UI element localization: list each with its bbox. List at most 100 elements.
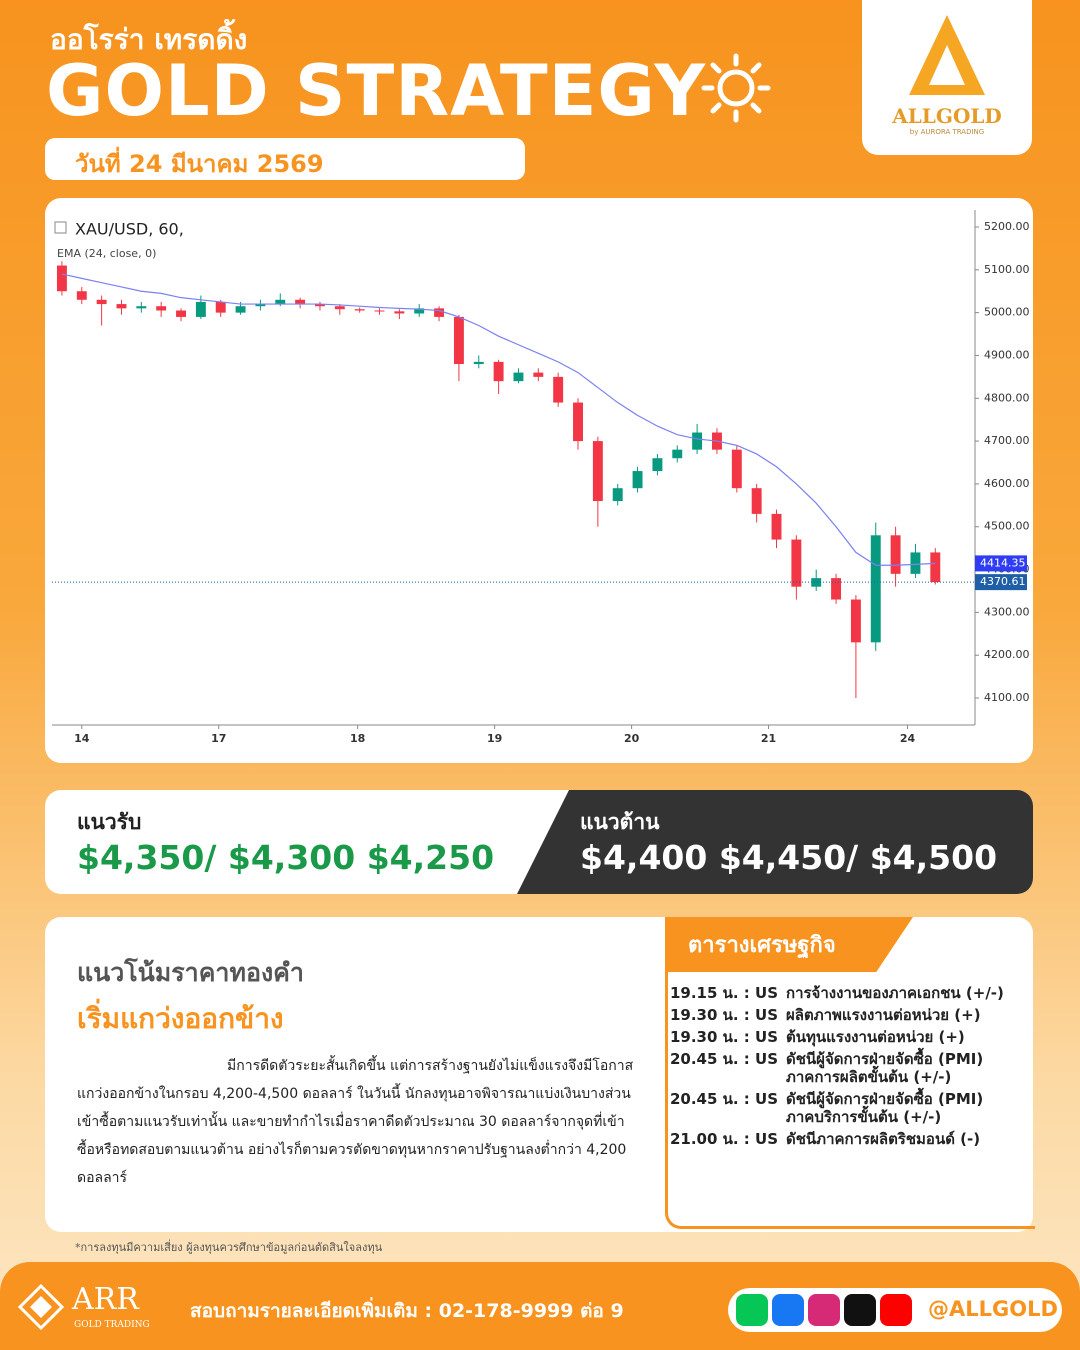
candle-body [374, 310, 385, 312]
symbol: XAU/USD, 60, [75, 220, 184, 239]
candle-body [692, 432, 703, 450]
y-tick-label: 4600.00 [984, 477, 1030, 490]
disclaimer: *การลงทุนมีความเสี่ยง ผู้ลงทุนควรศึกษาข้… [75, 1241, 383, 1254]
y-tick-label: 5200.00 [984, 220, 1030, 233]
candle-body [850, 599, 861, 643]
ema-line [61, 273, 936, 566]
chart: XAU/USD, 60, EMA (24, close, 0) 4100.00 4… [52, 210, 1030, 745]
calendar-list: 19.15 น. : US การจ้างงานของภาคเอกชน (+/-)… [668, 972, 1035, 1148]
candle-body [811, 578, 822, 587]
candle-body [56, 265, 67, 292]
candle-body [116, 304, 127, 309]
tiktok-icon[interactable] [844, 1294, 876, 1326]
candle-body [672, 449, 683, 459]
calendar-title: ตารางเศรษฐกิจ [668, 917, 913, 972]
event-name: ดัชนีผู้จัดการฝ่ายจัดซื้อ (PMI) ภาคการผล… [786, 1050, 984, 1086]
resistance-values: $4,400 $4,450/ $4,500 [580, 838, 998, 877]
youtube-icon[interactable] [880, 1294, 912, 1326]
x-tick-label: 18 [350, 732, 365, 745]
resistance-bg [517, 790, 1033, 894]
x-tick-label: 21 [761, 732, 776, 745]
candle-body [315, 304, 325, 307]
y-tick-label: 4900.00 [984, 348, 1030, 361]
candle-body [890, 535, 901, 574]
candle-body [434, 308, 445, 317]
candle-body [870, 535, 881, 643]
candle-body [235, 306, 246, 313]
y-tick-label: 4200.00 [984, 648, 1030, 661]
logo-mark [909, 15, 985, 95]
candle-body [930, 552, 941, 583]
y-tick-label: 4300.00 [984, 605, 1030, 618]
brand-thai: ออโรร่า เทรดดิ้ง [50, 23, 248, 56]
candle-body [791, 539, 802, 587]
y-tick-label: 5100.00 [984, 263, 1030, 276]
line-icon[interactable] [736, 1294, 768, 1326]
calendar-row: 19.30 น. : US ต้นทุนแรงงานต่อหน่วย (+) [668, 1028, 1035, 1046]
event-time: 20.45 น. : US [669, 1090, 778, 1108]
analysis-card: แนวโน้มราคาทองคำ เริ่มแกว่งออกข้าง มีการ… [45, 917, 1035, 1232]
candle-body [295, 299, 306, 305]
calendar-row: 20.45 น. : US ดัชนีผู้จัดการฝ่ายจัดซื้อ (… [668, 1050, 1035, 1086]
candle-body [414, 308, 425, 314]
candle-body [910, 552, 921, 574]
footer-brand-sub: GOLD TRADING [74, 1320, 150, 1330]
instagram-icon[interactable] [808, 1294, 840, 1326]
candle-body [592, 441, 603, 502]
candle-body [652, 458, 663, 472]
resistance-label: แนวต้าน [580, 810, 660, 834]
event-name: ต้นทุนแรงงานต่อหน่วย (+) [786, 1028, 965, 1046]
candle-body [632, 471, 643, 489]
candle-body [354, 309, 365, 311]
event-time: 21.00 น. : US [669, 1130, 778, 1148]
candle-body [394, 311, 405, 314]
chart-card: XAU/USD, 60, EMA (24, close, 0) 4100.00 4… [45, 198, 1033, 763]
candle-body [176, 310, 186, 317]
x-tick-label: 14 [74, 732, 90, 745]
title: GOLD STRATEGY [46, 50, 707, 132]
collapse-icon [54, 221, 67, 234]
contact: สอบถามรายละเอียดเพิ่มเติม : 02-178-9999 … [190, 1300, 624, 1322]
logo-sub: by AURORA TRADING [909, 128, 985, 136]
logo-text: ALLGOLD [892, 104, 1002, 128]
calendar-row: 21.00 น. : US ดัชนีภาคการผลิตริชมอนด์ (-) [668, 1130, 1035, 1148]
calendar-row: 19.15 น. : US การจ้างงานของภาคเอกชน (+/-) [668, 984, 1035, 1002]
y-tick-label: 4100.00 [984, 691, 1030, 704]
candle-body [275, 299, 286, 305]
event-name: ผลิตภาพแรงงานต่อหน่วย (+) [786, 1006, 981, 1024]
trend: เริ่มแกว่งออกข้าง [77, 1002, 284, 1035]
sun-icon [701, 53, 771, 123]
indicator: EMA (24, close, 0) [57, 247, 156, 260]
candle-body [473, 361, 484, 365]
candle-body [533, 372, 544, 377]
footer-brand: ARR [72, 1282, 139, 1317]
ema-price-label: 4414.35 [980, 556, 1026, 569]
candle-body [493, 361, 504, 382]
candle-body [612, 488, 623, 502]
candle-body [334, 306, 345, 310]
event-name: ดัชนีผู้จัดการฝ่ายจัดซื้อ (PMI) ภาคบริกา… [786, 1090, 984, 1126]
event-name: ดัชนีภาคการผลิตริชมอนด์ (-) [786, 1130, 981, 1148]
levels-card: แนวรับ $4,350/ $4,300 $4,250 แนวต้าน $4,… [45, 790, 1033, 894]
candle-body [453, 316, 464, 365]
event-time: 20.45 น. : US [669, 1050, 778, 1068]
candle-body [513, 372, 524, 382]
x-tick-label: 24 [900, 732, 916, 745]
candle-body [553, 376, 564, 403]
candle-body [195, 301, 206, 317]
y-tick-label: 4800.00 [984, 391, 1030, 404]
calendar-box: ตารางเศรษฐกิจ 19.15 น. : US การจ้างงานของ… [665, 917, 1035, 1229]
candle-body [76, 291, 87, 300]
candle-body [96, 299, 107, 305]
candle-body [255, 304, 266, 307]
last-price-label: 4370.61 [980, 575, 1026, 588]
candle-body [573, 402, 583, 442]
event-name: การจ้างงานของภาคเอกชน (+/-) [786, 984, 1004, 1002]
ema-price-tag [975, 555, 1027, 572]
x-tick-label: 17 [211, 732, 226, 745]
facebook-icon[interactable] [772, 1294, 804, 1326]
support-label: แนวรับ [77, 810, 142, 834]
x-tick-label: 19 [487, 732, 502, 745]
